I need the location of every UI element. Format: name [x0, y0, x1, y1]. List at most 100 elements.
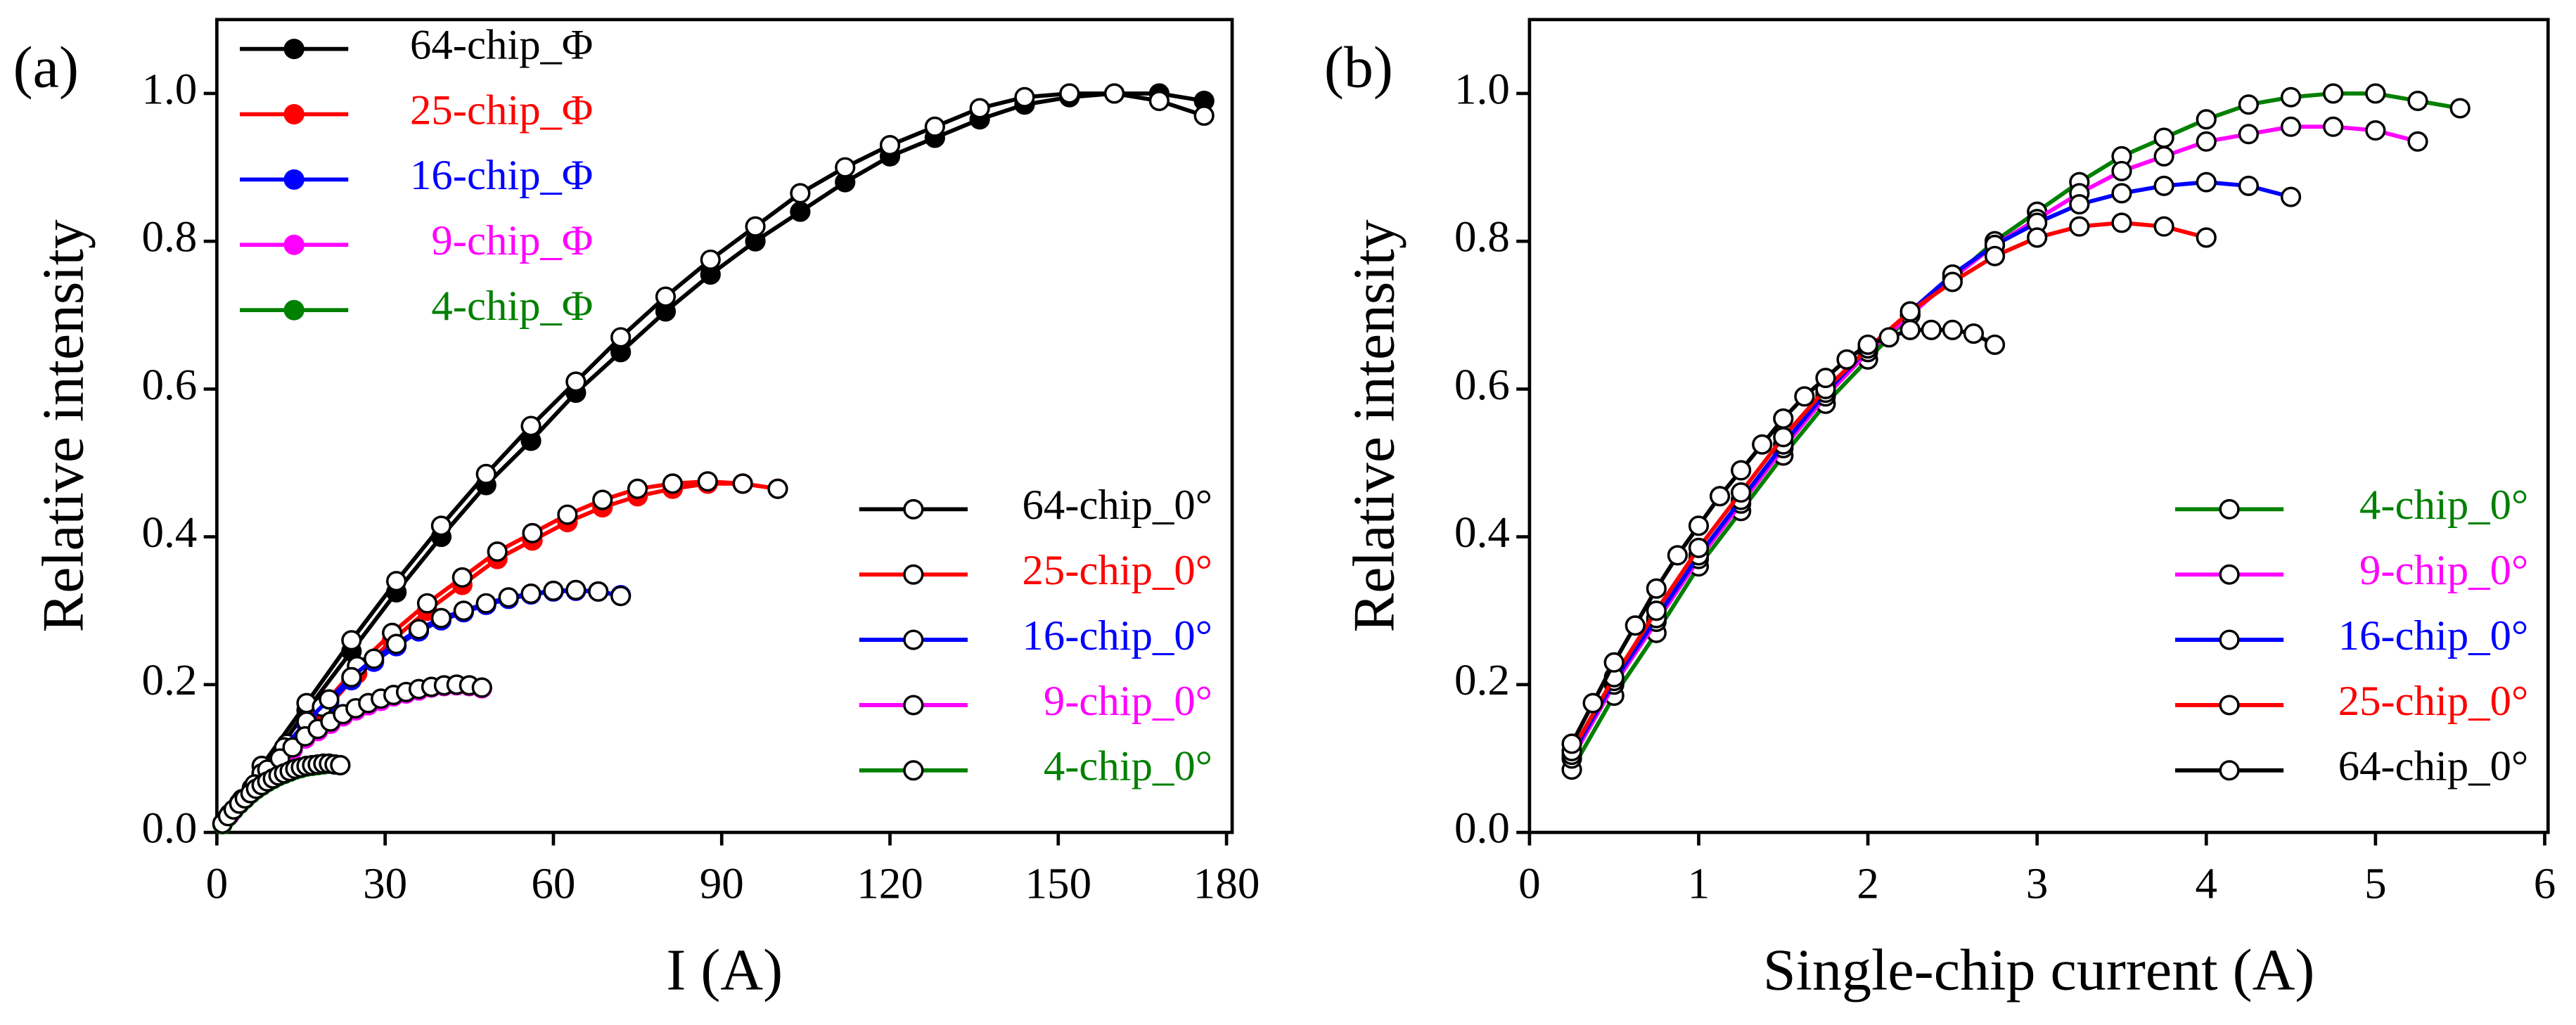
series-line: [1570, 91, 2461, 771]
data-point: [969, 98, 990, 119]
data-point: [2238, 124, 2260, 145]
legend-marker: [283, 169, 305, 190]
y-tick-label: 0.2: [142, 655, 198, 704]
data-point: [610, 327, 632, 348]
data-point: [364, 648, 385, 669]
data-point: [1688, 515, 1710, 536]
data-point: [2196, 131, 2217, 152]
series-line: [1570, 220, 2207, 752]
legend-marker: [903, 760, 924, 781]
series-line: [250, 482, 778, 794]
series-line: [1570, 124, 2418, 760]
data-point: [1148, 90, 1170, 111]
y-tick-label: 0.2: [1454, 655, 1510, 704]
legend-label: 4-chip_0°: [1044, 743, 1212, 790]
y-tick-label: 0.4: [1454, 508, 1510, 557]
data-point: [1625, 615, 1646, 636]
data-point: [341, 666, 362, 688]
legend-marker: [283, 104, 305, 125]
x-tick-label: 0: [1518, 859, 1541, 908]
data-point: [2323, 116, 2344, 137]
legend-label: 64-chip_Φ: [410, 22, 593, 69]
x-tick-label: 0: [206, 859, 229, 908]
data-point: [2280, 186, 2302, 207]
data-point: [2069, 216, 2090, 237]
data-point: [2153, 216, 2174, 237]
series-line: [1570, 180, 2292, 756]
legend-label: 64-chip_0°: [1022, 482, 1212, 529]
data-point: [330, 754, 351, 775]
data-point: [627, 478, 648, 499]
legend-label: 4-chip_0°: [2359, 482, 2528, 529]
x-tick-label: 180: [1193, 859, 1260, 908]
data-point: [1984, 245, 2006, 266]
legend-marker: [283, 234, 305, 255]
data-point: [2153, 146, 2174, 167]
y-tick-label: 0.0: [1454, 804, 1510, 853]
data-point: [2365, 120, 2386, 141]
data-point: [1731, 460, 1752, 481]
data-point: [1773, 427, 1794, 448]
x-axis-title: Single-chip current (A): [1763, 938, 2315, 1003]
legend-marker: [2219, 760, 2240, 781]
legend-label: 64-chip_0°: [2338, 743, 2529, 790]
data-point: [610, 586, 632, 607]
x-tick-label: 30: [363, 859, 407, 908]
data-point: [2196, 172, 2217, 193]
data-point: [2111, 160, 2132, 181]
data-point: [471, 677, 492, 698]
data-point: [1984, 334, 2006, 355]
data-point: [475, 463, 496, 484]
x-tick-label: 6: [2534, 859, 2556, 908]
data-point: [408, 619, 430, 640]
legend-label: 25-chip_Φ: [410, 87, 593, 134]
data-point: [319, 689, 340, 710]
data-point: [386, 633, 407, 655]
data-point: [565, 579, 587, 600]
legend: 64-chip_Φ 25-chip_Φ 16-chip_Φ 9-chip_Φ 4-chi…: [240, 22, 593, 330]
data-point: [1603, 652, 1625, 673]
legend-label: 9-chip_Φ: [431, 217, 593, 264]
data-point: [1193, 105, 1215, 127]
series-line: [1570, 328, 1996, 745]
data-point: [2280, 116, 2302, 137]
data-point: [2449, 98, 2471, 119]
data-point: [767, 478, 788, 499]
x-tick-label: 1: [1688, 859, 1710, 908]
legend-marker: [283, 39, 305, 60]
plot-frame: [1527, 18, 2550, 834]
x-tick-label: 5: [2364, 859, 2387, 908]
legend-label: 25-chip_0°: [2338, 678, 2529, 725]
data-point: [341, 630, 362, 651]
legend-label: 16-chip_Φ: [410, 152, 593, 199]
data-point: [592, 489, 613, 510]
y-tick-label: 0.4: [142, 508, 198, 557]
data-point: [543, 580, 564, 601]
data-point: [745, 216, 766, 237]
y-tick-label: 0.8: [1454, 212, 1510, 262]
y-tick-label: 1.0: [142, 65, 198, 114]
data-point: [1709, 486, 1731, 507]
legend-marker: [903, 564, 924, 585]
data-point: [2238, 94, 2260, 115]
data-point: [1773, 408, 1794, 429]
data-point: [2027, 227, 2048, 248]
data-point: [1582, 692, 1603, 714]
series-line: [250, 479, 778, 789]
data-point: [697, 471, 718, 492]
y-tick-label: 0.6: [142, 360, 198, 409]
legend-marker: [903, 695, 924, 716]
legend-label: 16-chip_0°: [2338, 612, 2529, 659]
data-point: [1836, 349, 1857, 370]
data-point: [1014, 86, 1035, 108]
data-point: [700, 249, 721, 270]
data-point: [790, 183, 811, 204]
data-point: [557, 504, 578, 525]
data-point: [565, 371, 587, 392]
data-point: [2196, 227, 2217, 248]
legend-label: 25-chip_0°: [1022, 547, 1212, 594]
x-tick-label: 60: [531, 859, 575, 908]
data-point: [1646, 600, 1667, 621]
data-point: [487, 541, 508, 562]
data-point: [430, 515, 452, 536]
